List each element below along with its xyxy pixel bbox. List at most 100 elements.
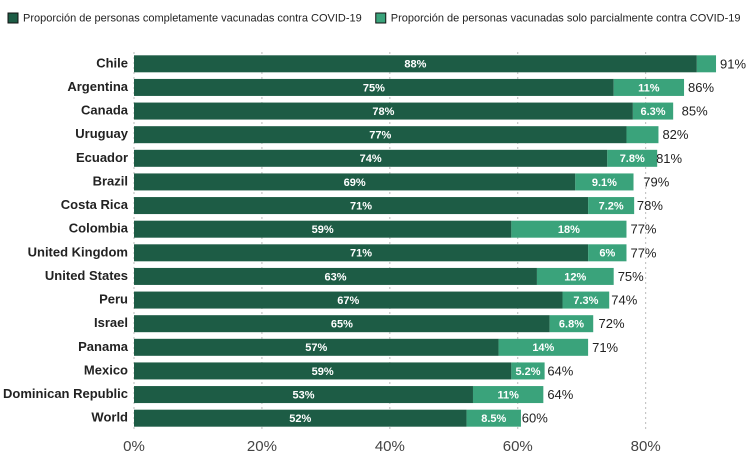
category-label: Canada: [81, 103, 129, 118]
bar-value-label: 5.2%: [515, 366, 540, 378]
bar-segment: [134, 267, 537, 285]
bar-value-label: 7.8%: [620, 153, 645, 165]
bar-segment: [134, 409, 467, 427]
bar-segment: [588, 244, 627, 262]
bar-segment: [134, 102, 633, 120]
total-label: 78%: [637, 198, 663, 213]
bar-segment: [134, 55, 697, 73]
bar-segment: [626, 126, 659, 144]
bar-value-label: 18%: [558, 224, 580, 236]
category-label: Dominican Republic: [3, 386, 128, 401]
bar-value-label: 59%: [312, 366, 334, 378]
bar-segment: [511, 220, 627, 238]
category-label: Panama: [78, 339, 129, 354]
bar-segment: [607, 149, 658, 167]
bar-segment: [134, 78, 614, 96]
category-label: Chile: [96, 55, 128, 70]
category-label: World: [91, 410, 128, 425]
bar-segment: [575, 173, 634, 191]
bar-value-label: 57%: [305, 342, 327, 354]
bar-value-label: 53%: [292, 389, 314, 401]
bar-segment: [134, 220, 512, 238]
total-label: 77%: [630, 245, 656, 260]
category-label: Ecuador: [76, 150, 128, 165]
bar-segment: [549, 315, 594, 333]
bar-segment: [632, 102, 674, 120]
bar-segment: [134, 173, 576, 191]
bar-value-label: 9.1%: [592, 177, 617, 189]
bar-segment: [696, 55, 717, 73]
category-label: Argentina: [67, 79, 128, 94]
x-tick-label: 20%: [247, 438, 277, 455]
bar-value-label: 14%: [532, 342, 554, 354]
category-label: Costa Rica: [61, 197, 129, 212]
category-label: Colombia: [69, 221, 129, 236]
bar-segment: [588, 197, 635, 215]
bar-segment: [134, 126, 627, 144]
bar-value-label: 67%: [337, 295, 359, 307]
total-label: 75%: [618, 269, 644, 284]
bar-value-label: 11%: [497, 389, 519, 401]
total-label: 79%: [643, 174, 669, 189]
category-label: Brazil: [93, 173, 128, 188]
total-label: 81%: [656, 151, 682, 166]
legend-swatch: [7, 12, 19, 24]
bar-segment: [498, 338, 589, 356]
bar-value-label: 71%: [350, 248, 372, 260]
bar-segment: [134, 338, 499, 356]
total-label: 60%: [522, 411, 548, 426]
total-label: 72%: [599, 316, 625, 331]
category-label: United States: [45, 268, 128, 283]
category-label: Uruguay: [75, 126, 129, 141]
bar-value-label: 74%: [360, 153, 382, 165]
bar-segment: [134, 362, 512, 380]
bar-value-label: 69%: [344, 177, 366, 189]
bar-segment: [562, 291, 610, 309]
bar-segment: [134, 149, 608, 167]
bar-value-label: 78%: [372, 106, 394, 118]
total-label: 64%: [547, 363, 573, 378]
total-label: 85%: [682, 104, 708, 119]
bar-segment: [134, 315, 550, 333]
legend-label: Proporción de personas vacunadas solo pa…: [391, 12, 741, 24]
bar-segment: [134, 244, 589, 262]
bar-value-label: 7.2%: [599, 200, 624, 212]
bar-segment: [472, 386, 544, 404]
bar-segment: [613, 78, 685, 96]
total-label: 77%: [630, 222, 656, 237]
bar-segment: [466, 409, 521, 427]
bar-value-label: 52%: [289, 413, 311, 425]
bar-segment: [134, 386, 473, 404]
total-label: 82%: [662, 127, 688, 142]
category-label: Israel: [94, 315, 128, 330]
bar-value-label: 6.8%: [559, 319, 584, 331]
bar-value-label: 77%: [369, 130, 391, 142]
x-tick-label: 0%: [123, 438, 145, 455]
bar-value-label: 11%: [638, 82, 660, 94]
bar-value-label: 71%: [350, 200, 372, 212]
total-label: 74%: [611, 293, 637, 308]
category-label: United Kingdom: [28, 244, 128, 259]
bar-value-label: 12%: [564, 271, 586, 283]
total-label: 91%: [720, 56, 746, 71]
bar-value-label: 88%: [404, 59, 426, 71]
category-label: Peru: [99, 292, 128, 307]
bar-segment: [511, 362, 545, 380]
total-label: 64%: [547, 387, 573, 402]
bar-segment: [134, 197, 589, 215]
bar-value-label: 6.3%: [640, 106, 665, 118]
bar-value-label: 63%: [324, 271, 346, 283]
bar-value-label: 59%: [312, 224, 334, 236]
bar-segment: [536, 267, 614, 285]
bar-value-label: 8.5%: [481, 413, 506, 425]
category-label: Mexico: [84, 362, 128, 377]
x-tick-label: 80%: [631, 438, 661, 455]
total-label: 71%: [592, 340, 618, 355]
x-tick-label: 60%: [503, 438, 533, 455]
total-label: 86%: [688, 80, 714, 95]
x-tick-label: 40%: [375, 438, 405, 455]
bar-value-label: 75%: [363, 82, 385, 94]
legend-label: Proporción de personas completamente vac…: [23, 12, 362, 24]
legend-swatch: [375, 12, 387, 24]
